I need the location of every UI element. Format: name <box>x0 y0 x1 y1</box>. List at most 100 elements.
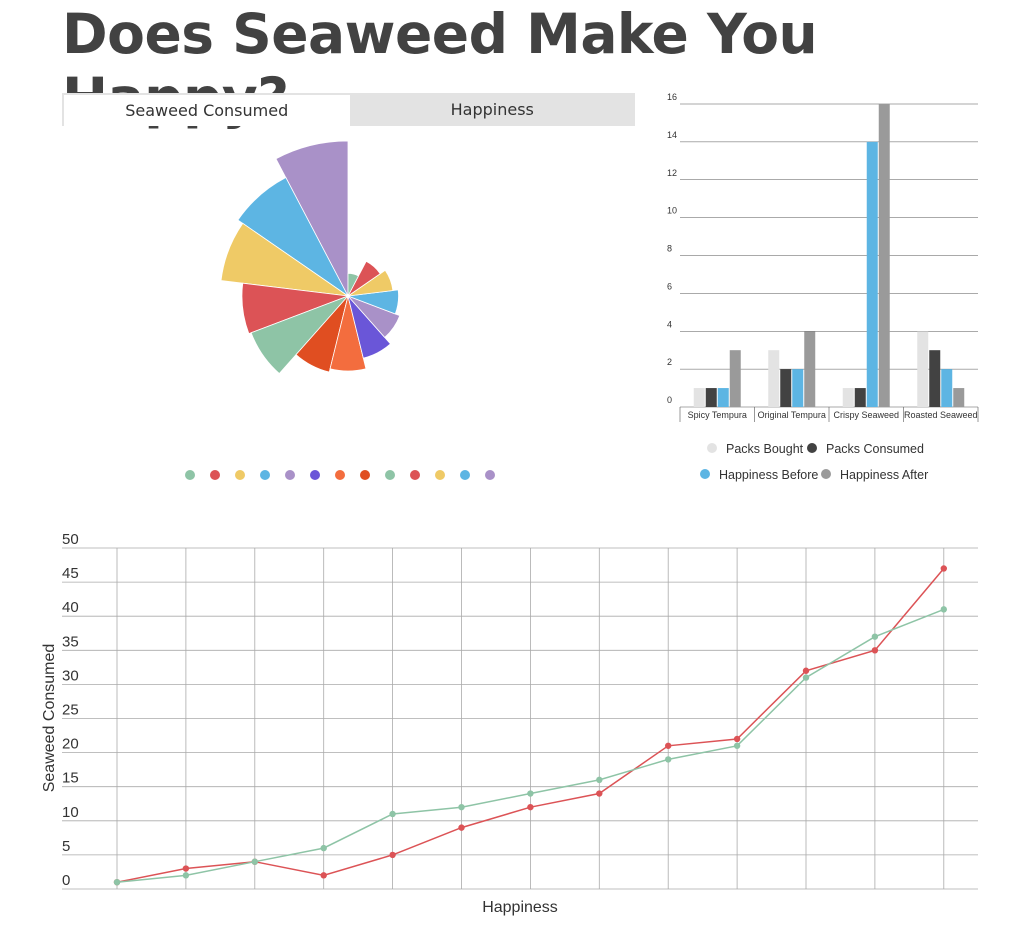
bar <box>729 350 741 407</box>
polar-slice <box>237 177 349 297</box>
line-point <box>527 790 534 797</box>
polar-slice <box>347 295 391 359</box>
bar-x-tick-label: Spicy Tempura <box>688 410 747 420</box>
bar <box>929 350 941 407</box>
bar <box>842 388 854 407</box>
bar <box>917 331 929 407</box>
legend-label: Happiness Before <box>719 468 818 482</box>
bar <box>941 369 953 407</box>
polar-slice <box>329 295 367 372</box>
bar-y-tick-label: 12 <box>667 168 677 178</box>
tab-seaweed-consumed[interactable]: Seaweed Consumed <box>62 93 350 126</box>
polar-slice <box>275 140 349 297</box>
line-y-axis-label: Seaweed Consumed <box>41 644 58 793</box>
bar-y-tick-label: 8 <box>667 244 672 254</box>
legend-dot <box>485 470 495 480</box>
legend-dot <box>410 470 420 480</box>
line-y-tick-label: 20 <box>62 736 79 753</box>
line-point <box>320 844 327 852</box>
polar-slice <box>241 282 349 335</box>
line-point <box>458 803 465 811</box>
polar-area-chart <box>185 140 495 480</box>
line-point <box>733 742 741 749</box>
line-point <box>182 872 190 879</box>
bar-y-tick-label: 6 <box>667 281 672 291</box>
tab-bar: Seaweed Consumed Happiness <box>62 93 635 126</box>
bar <box>780 369 792 407</box>
bar-y-tick-label: 0 <box>667 395 672 405</box>
line-y-tick-label: 50 <box>62 531 79 548</box>
legend-dot <box>260 470 270 480</box>
line-point <box>182 865 190 872</box>
bar-x-tick-label: Crispy Seaweed <box>833 410 899 420</box>
line-point <box>251 858 258 865</box>
line-point <box>389 851 396 859</box>
polar-slice <box>347 272 360 297</box>
line-y-tick-label: 30 <box>62 667 79 684</box>
line-point <box>871 647 879 654</box>
legend-dot <box>385 470 395 480</box>
legend-dot <box>210 470 220 480</box>
bar-y-tick-label: 14 <box>667 130 677 140</box>
line-point <box>665 742 672 749</box>
polar-slice <box>347 295 401 339</box>
line-y-tick-label: 40 <box>62 599 79 616</box>
line-point <box>665 756 672 763</box>
line-y-tick-label: 35 <box>62 633 79 650</box>
line-point <box>940 606 947 613</box>
line-y-tick-label: 15 <box>62 770 79 787</box>
line-point <box>596 776 603 784</box>
bar <box>854 388 866 407</box>
bar-x-tick-label: Original Tempura <box>758 410 826 420</box>
line-point <box>733 735 741 743</box>
bar <box>693 388 705 407</box>
line-point <box>596 790 603 797</box>
bar <box>878 104 890 407</box>
bar <box>705 388 717 407</box>
line-point <box>458 824 465 831</box>
bar-y-tick-label: 2 <box>667 357 672 367</box>
line-point <box>802 674 810 681</box>
bar <box>792 369 804 407</box>
legend-label: Happiness After <box>840 468 928 482</box>
legend-dot <box>335 470 345 480</box>
polar-slice <box>250 295 349 375</box>
line-point <box>527 803 534 811</box>
polar-slice <box>347 260 381 297</box>
legend-dot <box>235 470 245 480</box>
legend-swatch <box>707 443 717 453</box>
bar-chart: 0 2 4 6 8 10 12 14 16 Spicy Tempura Original Tempu… <box>667 92 979 482</box>
line-point <box>113 878 121 886</box>
legend-dot <box>285 470 295 480</box>
bar <box>953 388 965 407</box>
line-point <box>320 872 327 879</box>
bar <box>804 331 816 407</box>
legend-dot <box>310 470 320 480</box>
line-y-tick-label: 10 <box>62 804 79 821</box>
bar-y-tick-label: 16 <box>667 92 677 102</box>
legend-swatch <box>700 469 710 479</box>
polar-slice <box>347 269 394 297</box>
legend-swatch <box>821 469 831 479</box>
legend-swatch <box>807 443 817 453</box>
bar-y-tick-label: 10 <box>667 206 677 216</box>
polar-slice <box>295 295 349 373</box>
line-point <box>802 667 810 674</box>
polar-slice <box>347 289 399 315</box>
line-y-tick-label: 5 <box>62 838 70 855</box>
bar <box>768 350 780 407</box>
legend-label: Packs Consumed <box>826 442 924 456</box>
line-point <box>389 810 396 818</box>
bar <box>866 141 878 407</box>
bar-x-tick-label: Roasted Seaweed <box>904 410 978 420</box>
legend-dot <box>460 470 470 480</box>
line-x-axis-label: Happiness <box>482 899 558 916</box>
line-point <box>940 565 947 572</box>
legend-label: Packs Bought <box>726 442 804 456</box>
legend-dot <box>435 470 445 480</box>
legend-dot <box>360 470 370 480</box>
tab-happiness[interactable]: Happiness <box>349 93 635 126</box>
line-y-tick-label: 45 <box>62 565 79 582</box>
legend-dot <box>185 470 195 480</box>
